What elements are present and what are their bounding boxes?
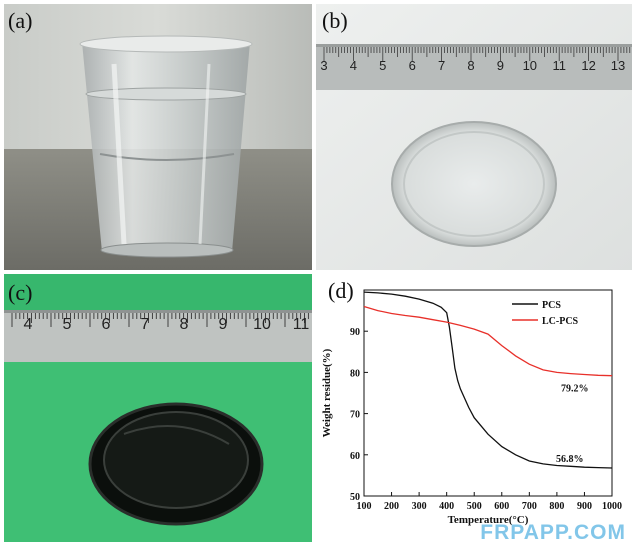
y-tick-label: 80 xyxy=(350,368,360,379)
photo-clear-liquid-cup xyxy=(4,4,312,270)
ruler-label: 5 xyxy=(379,58,386,73)
y-axis-label: Weight residue(%) xyxy=(321,348,333,437)
ruler-label: 3 xyxy=(320,58,327,73)
ruler-label: 12 xyxy=(581,58,595,73)
y-tick-label: 90 xyxy=(350,327,360,338)
ruler-label: 4 xyxy=(350,58,357,73)
ruler-label: 8 xyxy=(467,58,474,73)
panel-label-d: (d) xyxy=(328,278,354,303)
ruler-label: 6 xyxy=(409,58,416,73)
ruler-label: 6 xyxy=(102,316,111,333)
x-tick-label: 900 xyxy=(577,501,592,512)
ruler-label: 10 xyxy=(523,58,537,73)
x-tick-label: 700 xyxy=(522,501,537,512)
x-tick-label: 100 xyxy=(357,501,372,512)
y-tick-label: 70 xyxy=(350,410,360,421)
ruler-label: 8 xyxy=(180,316,189,333)
tga-chart: 100 200 300 400 500 600 700 800 900 1000 50 60 70 80 9… xyxy=(316,274,632,542)
ruler-label: 9 xyxy=(497,58,504,73)
panel-b: 3 4 5 6 7 8 9 10 11 12 13 (b) xyxy=(316,4,632,270)
ruler-label: 5 xyxy=(63,316,72,333)
x-axis-label: Temperature(°C) xyxy=(448,514,529,526)
ruler-label: 7 xyxy=(438,58,445,73)
x-tick-label: 800 xyxy=(549,501,564,512)
ruler-label: 10 xyxy=(253,316,271,333)
ruler-label: 13 xyxy=(611,58,625,73)
x-tick-label: 300 xyxy=(412,501,427,512)
ruler-label: 7 xyxy=(141,316,150,333)
annotation-label: 56.8% xyxy=(556,454,584,465)
x-tick-label: 500 xyxy=(467,501,482,512)
panel-label-b: (b) xyxy=(322,8,348,33)
legend-label-pcs: PCS xyxy=(542,300,561,311)
x-tick-label: 600 xyxy=(494,501,509,512)
x-tick-label: 200 xyxy=(384,501,399,512)
annotation-label: 79.2% xyxy=(561,384,589,395)
watermark: FRPAPP.COM xyxy=(480,521,626,544)
ruler-label: 9 xyxy=(219,316,228,333)
panel-label-a: (a) xyxy=(8,8,33,33)
ruler-label: 11 xyxy=(293,316,310,333)
panel-label-c: (c) xyxy=(8,280,33,305)
series-line-lc-pcs xyxy=(363,305,613,377)
panel-a: (a) xyxy=(4,4,312,270)
ruler-label: 4 xyxy=(24,316,33,333)
ruler-label: 11 xyxy=(552,58,566,73)
y-tick-label: 60 xyxy=(350,451,360,462)
y-tick-label: 50 xyxy=(350,492,360,503)
plot-frame xyxy=(363,289,613,497)
photo-clear-film-dish: 3 4 5 6 7 8 9 10 11 12 13 xyxy=(316,4,632,270)
legend-label-lc-pcs: LC-PCS xyxy=(542,316,579,327)
x-tick-label: 1000 xyxy=(602,501,622,512)
panel-d: 100 200 300 400 500 600 700 800 900 1000 50 60 70 80 9… xyxy=(316,274,632,542)
x-tick-label: 400 xyxy=(439,501,454,512)
series-line-pcs xyxy=(363,291,613,469)
